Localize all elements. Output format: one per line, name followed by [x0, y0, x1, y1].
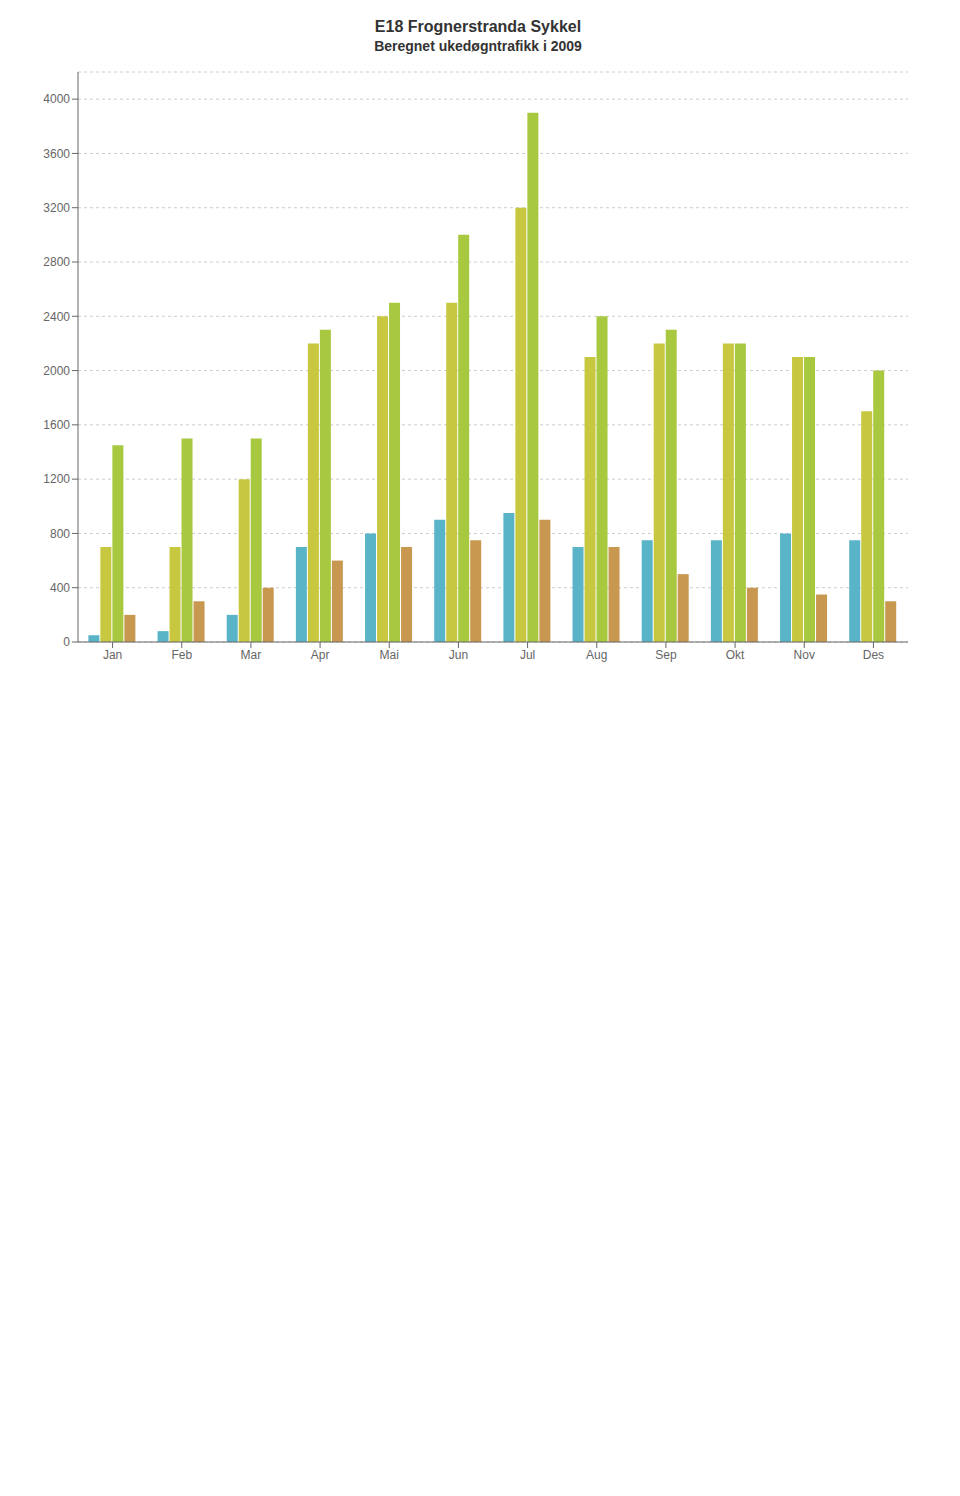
svg-text:Aug: Aug: [586, 648, 607, 662]
html-text:Beregnet ukedøgntrafikk i 2009: Beregnet ukedøgntrafikk i 2009: [374, 38, 582, 54]
svg-text:Mai: Mai: [380, 648, 399, 662]
svg-text:4000: 4000: [43, 92, 70, 106]
svg-text:1600: 1600: [43, 418, 70, 432]
svg-text:Mar: Mar: [241, 648, 262, 662]
svg-text:Jul: Jul: [520, 648, 535, 662]
svg-text:3200: 3200: [43, 201, 70, 215]
svg-text:Sep: Sep: [655, 648, 677, 662]
svg-text:1200: 1200: [43, 472, 70, 486]
svg-text:2000: 2000: [43, 364, 70, 378]
svg-text:Nov: Nov: [794, 648, 815, 662]
svg-text:2800: 2800: [43, 255, 70, 269]
svg-text:Feb: Feb: [171, 648, 192, 662]
html-text:E18 Frognerstranda Sykkel: E18 Frognerstranda Sykkel: [374, 18, 582, 35]
svg-text:800: 800: [50, 527, 70, 541]
svg-text:Des: Des: [863, 648, 884, 662]
svg-text:0: 0: [63, 635, 70, 649]
svg-text:Apr: Apr: [311, 648, 330, 662]
svg-text:400: 400: [50, 581, 70, 595]
svg-text:Jan: Jan: [103, 648, 122, 662]
svg-text:Jun: Jun: [449, 648, 468, 662]
svg-text:3600: 3600: [43, 147, 70, 161]
svg-text:Okt: Okt: [726, 648, 745, 662]
svg-text:2400: 2400: [43, 310, 70, 324]
